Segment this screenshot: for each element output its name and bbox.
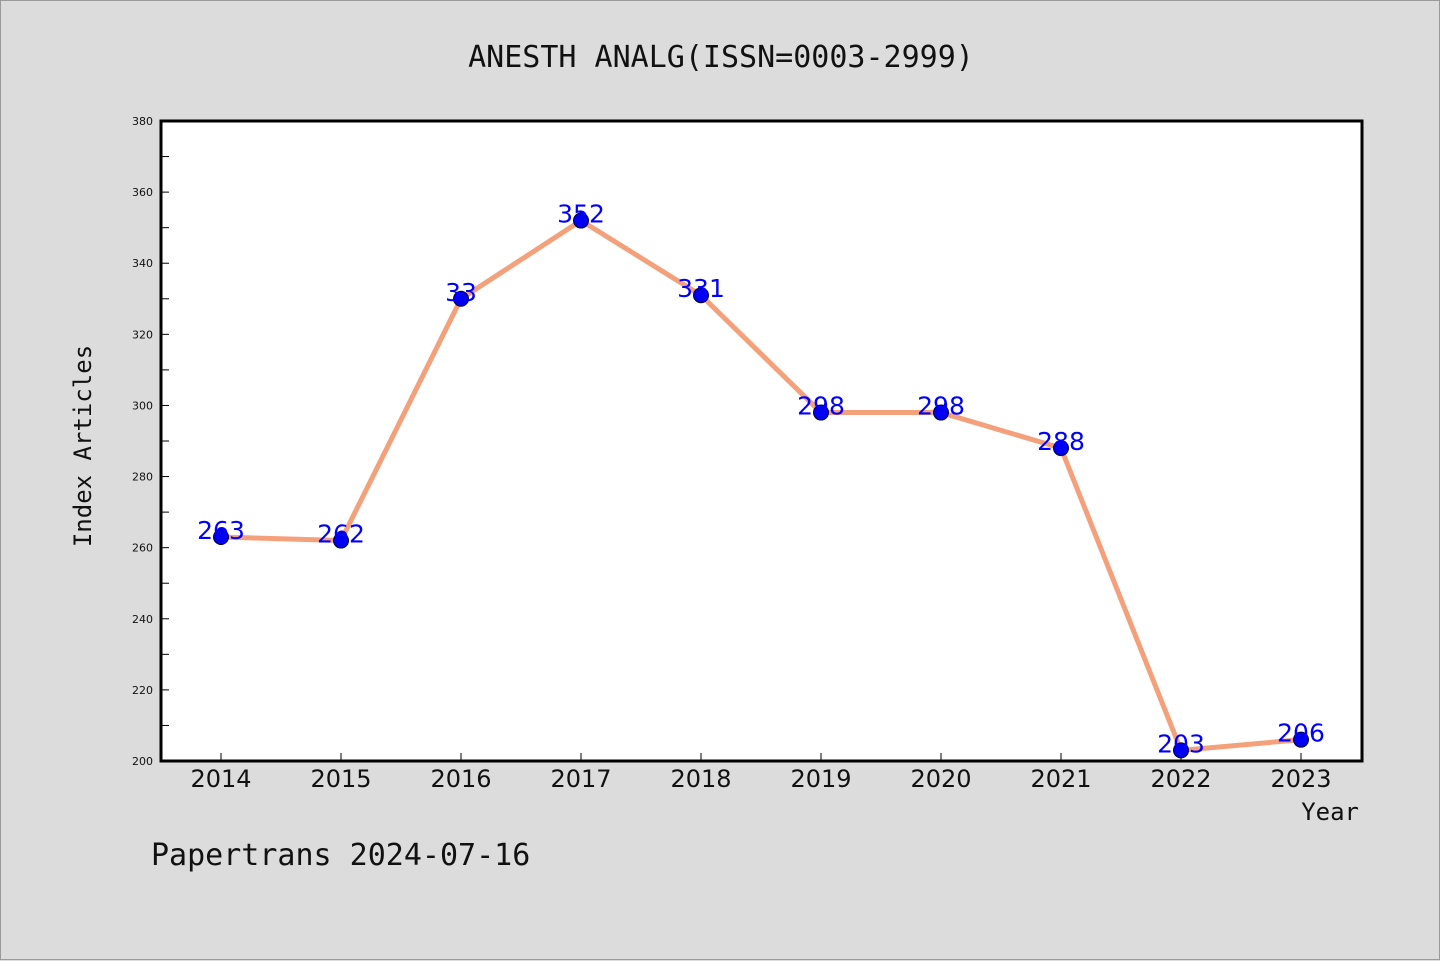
x-tick-label: 2018 (670, 765, 731, 793)
x-tick-label: 2016 (430, 765, 491, 793)
x-tick-label: 2020 (910, 765, 971, 793)
data-point (933, 404, 949, 421)
y-tick-label: 320 (132, 328, 153, 341)
y-axis-label: Index Articles (69, 345, 97, 547)
data-label: 298 (797, 392, 845, 421)
data-label: 288 (1037, 427, 1085, 456)
data-label: 263 (197, 516, 245, 545)
data-point (1053, 440, 1069, 457)
data-point (333, 532, 349, 549)
data-point (573, 212, 589, 229)
series-line (220, 218, 1302, 753)
data-point (1173, 742, 1189, 759)
data-label: 33 (445, 278, 477, 307)
data-labels-group: 263 262 33 352 331 298 298 288 203 206 (197, 200, 1325, 759)
data-point (693, 287, 709, 304)
data-label: 331 (677, 274, 725, 303)
y-tick-label: 360 (132, 186, 153, 199)
data-label: 298 (917, 392, 965, 421)
y-tick-label: 340 (132, 257, 153, 270)
y-tick-label: 240 (132, 613, 153, 626)
x-tick-label: 2019 (790, 765, 851, 793)
y-tick-label: 200 (132, 755, 153, 768)
data-point (213, 529, 229, 545)
chart-title: ANESTH ANALG(ISSN=0003-2999) (468, 40, 974, 75)
data-point (453, 290, 469, 307)
data-label: 262 (317, 520, 365, 549)
x-tick-label: 2023 (1270, 765, 1331, 793)
x-tick-label: 2017 (550, 765, 611, 793)
x-tick-label: 2022 (1150, 765, 1211, 793)
x-tick-label: 2015 (310, 765, 371, 793)
y-tick-label: 260 (132, 542, 153, 555)
x-tick-label: 2021 (1030, 765, 1091, 793)
y-tick-label: 380 (132, 115, 153, 128)
data-label: 206 (1277, 719, 1325, 748)
markers-group (213, 212, 1309, 759)
plot-area (159, 119, 1364, 763)
y-tick-label: 280 (132, 471, 153, 484)
x-axis-label: Year (1301, 798, 1359, 826)
x-axis: 2014 2015 2016 2017 2018 2019 2020 2021 2022 2023 (190, 753, 1332, 793)
x-tick-label: 2014 (190, 765, 251, 793)
data-label: 203 (1157, 729, 1205, 758)
data-point (1293, 731, 1309, 748)
y-axis: 200 220 240 260 280 300 320 340 360 380 (132, 115, 169, 768)
data-point (813, 404, 829, 421)
series-line-group (220, 218, 1302, 753)
data-label: 352 (557, 200, 605, 229)
y-tick-label: 300 (132, 399, 153, 412)
y-tick-label: 220 (132, 684, 153, 697)
footer-watermark: Papertrans 2024-07-16 (151, 838, 530, 873)
